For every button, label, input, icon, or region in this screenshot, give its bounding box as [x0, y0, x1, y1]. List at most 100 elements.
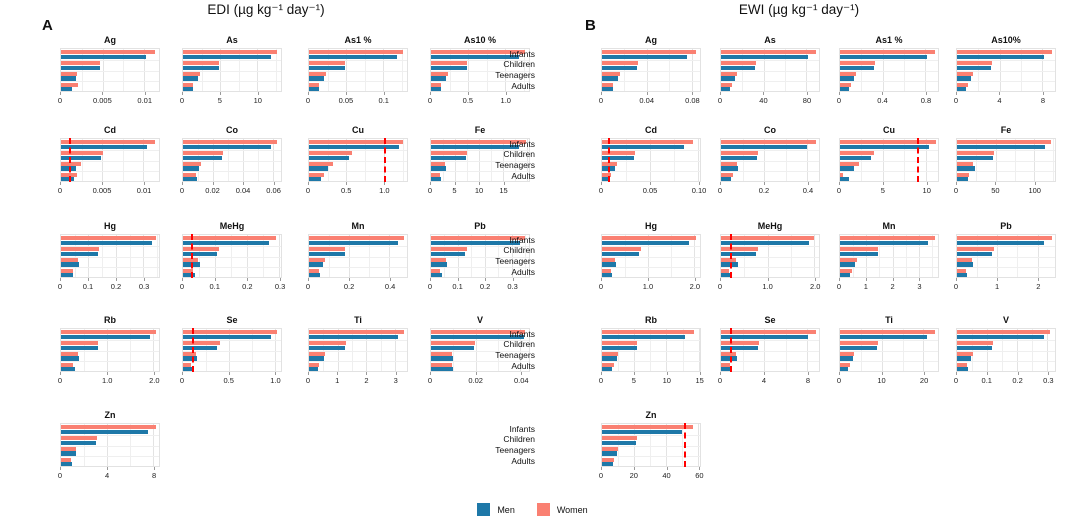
bar-men-adults [840, 177, 849, 182]
x-tick-label: 0.4 [802, 186, 814, 195]
x-tick-mark [107, 372, 109, 375]
x-tick-mark [182, 278, 183, 281]
legend: Men Women [0, 503, 1065, 516]
x-tick-mark [924, 372, 926, 375]
gridline-major [698, 329, 700, 371]
x-tick-label: 0.10 [691, 186, 707, 195]
bar-men-children [309, 345, 345, 350]
x-tick-label: 0 [427, 282, 433, 291]
x-tick-label: 2 [364, 376, 369, 385]
gridline-minor [902, 329, 904, 371]
gridline-major [650, 139, 652, 181]
x-tick-label: 0.005 [92, 96, 112, 105]
x-tick-mark [214, 278, 216, 281]
bar-men-children [721, 155, 757, 160]
bar-women-teenagers [840, 71, 856, 77]
gridline-major [1047, 329, 1049, 371]
gridline-horizontal [840, 70, 938, 72]
gridline-major [503, 139, 505, 181]
bar-men-children [840, 345, 877, 350]
x-tick-mark [257, 92, 259, 95]
bar-men-adults [602, 273, 613, 278]
bar-women-infants [61, 236, 156, 241]
plot-area [182, 234, 282, 278]
gridline-horizontal [721, 70, 819, 72]
gridline-minor [157, 235, 159, 277]
bar-women-children [431, 341, 476, 346]
gridline-major [457, 235, 459, 277]
bar-men-teenagers [957, 262, 974, 267]
x-tick-mark [144, 278, 146, 281]
bar-women-teenagers [309, 351, 325, 357]
gridline-minor [785, 139, 787, 181]
x-tick-mark [647, 278, 649, 281]
gridline-major [257, 49, 259, 91]
bar-men-teenagers [957, 166, 975, 171]
x-tick-mark [699, 372, 701, 375]
bar-women-children [957, 151, 995, 156]
category-label-children: Children [503, 245, 535, 256]
x-tick-mark [308, 372, 309, 375]
plot-area [308, 48, 408, 92]
bar-women-adults [309, 268, 319, 273]
chart-title: Co [226, 125, 238, 135]
bar-men-adults [602, 177, 610, 182]
bar-women-children [721, 61, 757, 66]
x-tick-mark [763, 372, 765, 375]
bar-men-adults [840, 273, 850, 278]
bar-men-children [183, 345, 217, 350]
x-tick-label: 0.02 [205, 186, 220, 195]
gridline-major [807, 329, 809, 371]
bar-men-children [602, 65, 637, 70]
gridline-minor [515, 139, 517, 181]
guideline-dashed [190, 234, 193, 278]
bar-men-infants [431, 240, 521, 246]
gridline-minor [1014, 139, 1016, 181]
x-tick-label: 0 [427, 186, 433, 195]
x-tick-label: 0 [717, 282, 723, 291]
category-label-infants: Infants [509, 234, 535, 245]
bar-men-children [957, 155, 994, 160]
gridline-horizontal [957, 350, 1055, 352]
bar-men-infants [183, 334, 271, 340]
legend-swatch-men [477, 503, 491, 516]
x-tick-mark [280, 278, 282, 281]
category-label-adults: Adults [511, 80, 535, 91]
bar-women-adults [957, 362, 967, 367]
gridline-minor [327, 49, 329, 91]
gridline-horizontal [431, 171, 529, 173]
gridline-horizontal [61, 59, 159, 61]
gridline-minor [977, 235, 979, 277]
x-tick-mark [999, 92, 1001, 95]
gridline-major [153, 424, 155, 466]
chart-title: Rb [645, 315, 657, 325]
x-tick-label: 0.08 [685, 96, 700, 105]
bar-men-adults [61, 273, 74, 278]
bar-women-adults [309, 362, 319, 367]
x-tick-mark [926, 182, 928, 185]
bar-men-teenagers [840, 166, 854, 171]
gridline-major [383, 49, 385, 91]
bar-women-teenagers [431, 257, 446, 263]
x-tick-label: 80 [802, 96, 812, 105]
bar-women-infants [957, 50, 1052, 55]
plot-area [60, 234, 160, 278]
x-tick-label: 0.4 [877, 96, 888, 105]
x-tick-label: 0.2 [242, 282, 253, 291]
gridline-minor [904, 139, 906, 181]
bar-men-infants [840, 334, 927, 340]
bar-women-infants [840, 330, 936, 335]
x-tick-label: 0 [305, 186, 311, 195]
x-tick-mark [88, 278, 89, 281]
gridline-minor [650, 329, 652, 371]
bar-women-adults [431, 268, 441, 273]
x-tick-label: 0.3 [138, 282, 150, 291]
bar-women-teenagers [721, 351, 737, 357]
gridline-minor [81, 49, 83, 91]
chart-title: As1 % [875, 35, 903, 45]
chart-title: Fe [474, 125, 486, 135]
x-tick-mark [457, 278, 459, 281]
bar-men-infants [183, 54, 272, 60]
bar-men-infants [61, 429, 149, 435]
